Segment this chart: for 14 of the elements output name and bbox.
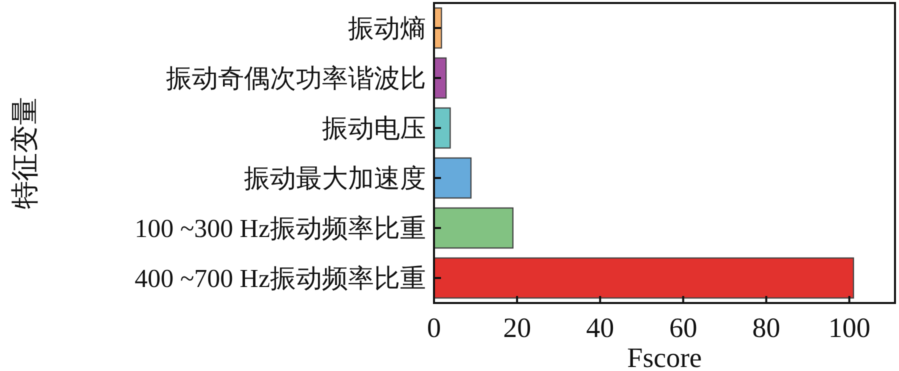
x-tick-label: 60 [669, 313, 698, 344]
x-tick-label: 20 [503, 313, 532, 344]
y-tick-label: 振动奇偶次功率谐波比 [166, 64, 426, 93]
x-tick-label: 80 [752, 313, 780, 344]
x-axis-title: Fscore [627, 343, 702, 371]
y-tick-label: 振动电压 [322, 114, 426, 143]
x-tick-label: 100 [828, 313, 870, 344]
y-axis-title: 特征变量 [10, 97, 41, 209]
x-tick-label: 0 [427, 313, 441, 344]
y-tick-label: 100 ~300 Hz振动频率比重 [134, 214, 426, 243]
y-tick-label: 振动最大加速度 [244, 164, 426, 193]
x-tick-label: 40 [586, 313, 614, 344]
y-tick-label: 振动熵 [348, 14, 426, 43]
y-tick-label: 400 ~700 Hz振动频率比重 [134, 264, 426, 293]
